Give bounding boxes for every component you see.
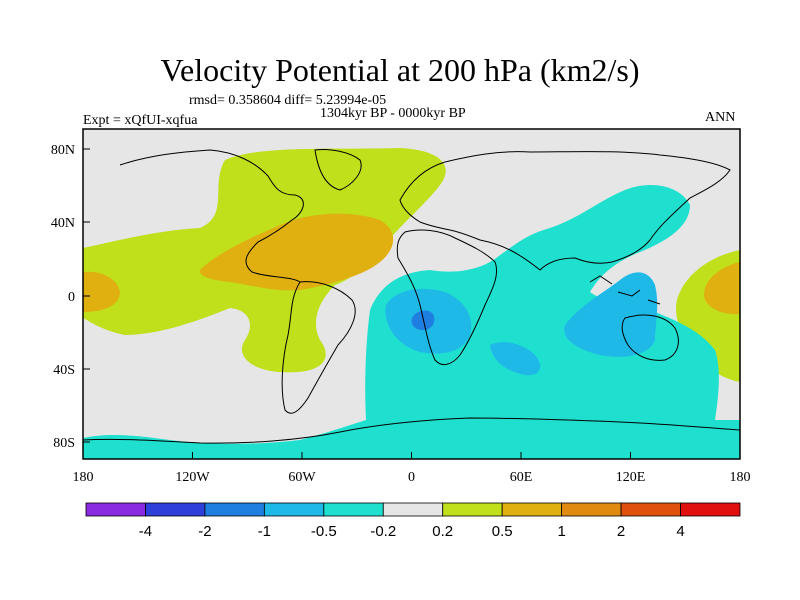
- colorbar-swatch: [680, 502, 741, 517]
- coastline-north-america: [119, 149, 304, 283]
- lon-axis: 180 120W 60W 0 60E 120E 180: [73, 452, 751, 485]
- colorbar-swatch: [204, 502, 265, 517]
- colorbar-swatch: [561, 502, 622, 517]
- colorbar-label: 1: [557, 523, 565, 540]
- coastline-eurasia: [399, 151, 731, 271]
- experiment-label: Expt = xQfUI-xqfua: [83, 113, 198, 128]
- colorbar-swatch: [382, 502, 444, 517]
- colorbar-label: -1: [258, 523, 271, 540]
- lat-label-80n: 80N: [51, 143, 75, 158]
- positive-anomaly-caribbean: [199, 213, 394, 291]
- coastline-greenland: [314, 149, 362, 191]
- lat-label-40n: 40N: [51, 216, 75, 231]
- colorbar-label: 0.5: [492, 523, 513, 540]
- coastline-maritime-islands: [589, 275, 661, 305]
- negative-anomaly-indian-ocean: [490, 342, 541, 376]
- lon-label-180w: 180: [73, 470, 94, 485]
- lon-label-0: 0: [408, 470, 415, 485]
- colorbar-swatch: [145, 502, 206, 517]
- colorbar-label: -0.5: [311, 523, 337, 540]
- coastline-antarctica: [83, 417, 740, 444]
- colorbar-label: 4: [676, 523, 684, 540]
- colorbar-label: -4: [139, 523, 152, 540]
- lon-label-60w: 60W: [288, 470, 316, 485]
- coastline-australia: [621, 314, 679, 361]
- colorbar-label: -2: [198, 523, 211, 540]
- colorbar-swatch: [85, 502, 146, 517]
- colorbar-label: 2: [617, 523, 625, 540]
- coastlines: [83, 149, 740, 444]
- colorbar-swatch: [620, 502, 681, 517]
- lon-label-180e: 180: [730, 470, 751, 485]
- lat-label-80s: 80S: [53, 436, 75, 451]
- lat-label-40s: 40S: [53, 363, 75, 378]
- lon-label-120w: 120W: [175, 470, 210, 485]
- map-field: [83, 129, 740, 459]
- colorbar-swatch: [323, 502, 384, 517]
- positive-anomaly-west-pacific-edge: [83, 271, 120, 312]
- negative-anomaly-antarctic: [83, 420, 740, 459]
- coastline-south-america: [281, 281, 356, 414]
- chart-title: Velocity Potential at 200 hPa (km2/s): [160, 52, 640, 88]
- colorbar-label: 0.2: [432, 523, 453, 540]
- negative-anomaly-core: [411, 310, 435, 330]
- season-label: ANN: [705, 110, 736, 125]
- lon-label-60e: 60E: [510, 470, 533, 485]
- lat-axis: 80N 40N 0 40S 80S: [51, 143, 90, 451]
- colorbar-swatch: [263, 502, 325, 517]
- coastline-africa: [396, 229, 498, 366]
- lon-label-120e: 120E: [616, 470, 646, 485]
- lat-label-0: 0: [68, 290, 75, 305]
- positive-anomaly-dateline: [704, 262, 740, 315]
- colorbar: -4 -2 -1 -0.5 -0.2 0.2 0.5 1 2 4: [85, 502, 741, 540]
- colorbar-label: -0.2: [370, 523, 396, 540]
- negative-anomaly-maritime-continent: [564, 272, 658, 357]
- colorbar-swatch: [442, 502, 503, 517]
- stats-label: rmsd= 0.358604 diff= 5.23994e-05: [189, 93, 387, 108]
- period-label: 1304kyr BP - 0000kyr BP: [320, 106, 466, 121]
- colorbar-swatch: [501, 502, 563, 517]
